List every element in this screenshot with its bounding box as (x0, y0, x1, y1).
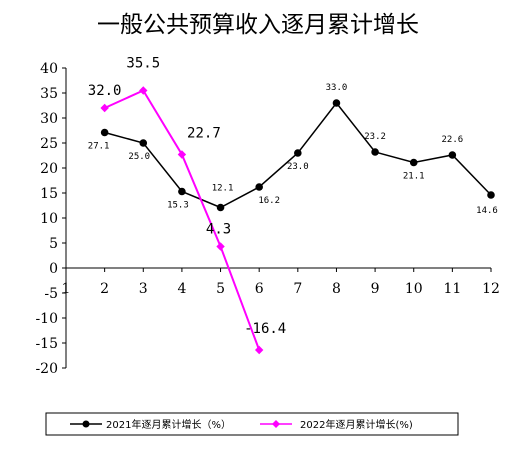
y-tick-label: 40 (40, 61, 58, 77)
data-label: 15.3 (167, 201, 189, 211)
data-label: 32.0 (88, 83, 122, 99)
x-tick-label: 8 (332, 281, 341, 297)
x-tick-label: 2 (100, 281, 109, 297)
series-1-point (139, 139, 148, 147)
x-tick-label: 6 (255, 281, 264, 297)
data-labels: 27.1 25.0 15.3 12.1 16.2 23.0 33.0 23.2 21.1 22.6… (88, 56, 498, 338)
x-tick-label: 12 (482, 281, 500, 297)
series-1-point (178, 187, 186, 196)
series-1-point (294, 149, 302, 157)
series-1-point (216, 203, 225, 212)
series-2-point (100, 103, 109, 113)
x-tick-label: 3 (139, 281, 148, 297)
x-tick-label: 4 (177, 281, 186, 297)
y-tick-label: 30 (40, 111, 58, 127)
data-label: 12.1 (212, 184, 234, 194)
series-1-point (100, 128, 109, 137)
x-tick-label: 7 (293, 281, 302, 297)
y-tick-label: -15 (35, 336, 58, 352)
series-1-point (332, 99, 341, 107)
series-2-point (177, 150, 187, 159)
y-tick-label: 20 (40, 161, 58, 177)
data-label: 23.2 (364, 132, 386, 142)
y-tick-label: -5 (44, 286, 58, 302)
series-2-point (254, 345, 264, 355)
x-tick-label: 1 (62, 281, 71, 297)
y-tick-label: 15 (40, 186, 58, 202)
x-tick-label: 9 (371, 281, 380, 297)
legend-swatch-marker (82, 420, 90, 428)
series-1-point (371, 148, 379, 156)
y-tick-label: -20 (35, 361, 58, 377)
series-2-point (139, 86, 148, 95)
series-1-point (487, 191, 495, 199)
y-tick-label: 35 (40, 86, 58, 102)
series-1-point (448, 151, 457, 159)
series-1-point (255, 183, 263, 191)
y-tick-label: 0 (49, 261, 58, 277)
data-label: 21.1 (403, 172, 425, 182)
chart-title: 一般公共预算收入逐月累计增长 (97, 12, 419, 38)
data-label: 16.2 (258, 196, 280, 206)
series-1-point (409, 158, 418, 167)
data-label: 25.0 (128, 152, 150, 162)
data-label: -16.4 (244, 321, 286, 337)
data-label: 35.5 (126, 56, 160, 72)
x-tick-label: 5 (216, 281, 225, 297)
legend-box (45, 412, 459, 436)
y-tick-label: 5 (49, 236, 58, 252)
series-layer (100, 86, 495, 355)
data-label: 23.0 (287, 162, 309, 172)
legend-label: 2022年逐月累计增长(%) (300, 418, 413, 431)
data-label: 4.3 (206, 222, 231, 238)
legend-swatch-marker (272, 420, 280, 428)
data-label: 22.7 (187, 126, 221, 142)
series-2-point (216, 242, 225, 251)
series-line-2 (104, 89, 261, 351)
data-label: 14.6 (476, 206, 498, 216)
x-tick-label: 10 (405, 281, 423, 297)
y-tick-label: -10 (35, 311, 58, 327)
data-label: 22.6 (442, 135, 464, 145)
data-label: 33.0 (326, 83, 348, 93)
legend: 2021年逐月累计增长（%） 2022年逐月累计增长(%) (45, 412, 459, 436)
y-tick-label: 25 (40, 136, 58, 152)
data-label: 27.1 (88, 142, 110, 152)
x-tick-label: 11 (443, 281, 461, 297)
y-tick-label: 10 (40, 211, 58, 227)
legend-label: 2021年逐月累计增长（%） (106, 418, 231, 431)
